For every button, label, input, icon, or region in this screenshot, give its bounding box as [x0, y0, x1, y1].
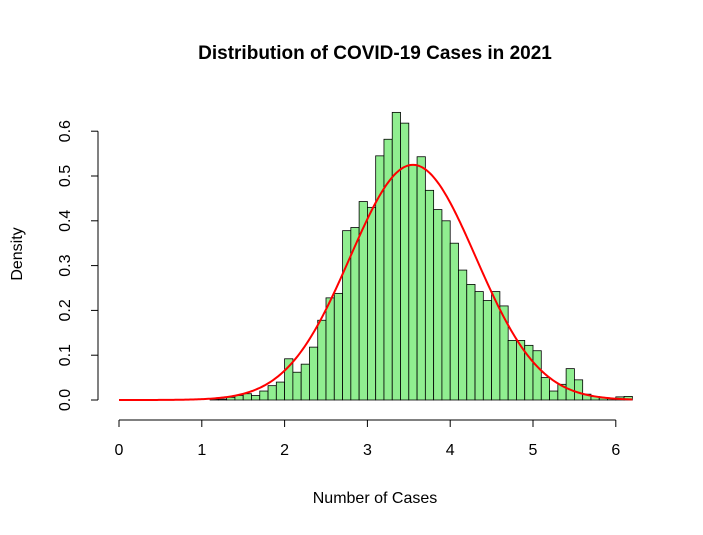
histogram-bar	[284, 358, 294, 401]
histogram-bar	[458, 269, 468, 401]
histogram-bar	[317, 319, 327, 401]
histogram-bar	[474, 291, 484, 401]
histogram-bar	[267, 385, 277, 401]
histogram-bar	[540, 377, 550, 401]
histogram-bar	[449, 242, 459, 401]
histogram-bar	[466, 284, 476, 401]
x-tick-label: 2	[280, 442, 289, 459]
histogram-bar	[408, 164, 418, 401]
density-curve-group	[119, 163, 633, 401]
histogram-bar	[366, 206, 377, 401]
histogram-bar	[292, 371, 302, 401]
density-curve	[119, 163, 633, 401]
y-tick-label: 0.6	[57, 120, 74, 142]
y-tick-label: 0.4	[57, 210, 74, 232]
x-tick-label: 1	[197, 442, 206, 459]
y-tick-label: 0.5	[57, 165, 74, 187]
histogram-bar	[549, 390, 559, 401]
x-tick-label: 3	[363, 442, 372, 459]
x-tick-label: 6	[611, 442, 620, 459]
y-tick-label: 0.3	[57, 254, 74, 276]
chart-title: Distribution of COVID-19 Cases in 2021	[198, 43, 552, 64]
histogram-bar	[259, 390, 269, 401]
histogram-bar	[499, 305, 509, 401]
y-tick-label: 0.0	[57, 389, 74, 411]
histogram-bar	[482, 300, 493, 401]
histogram-bar	[242, 393, 252, 401]
histogram-bar	[507, 340, 517, 401]
histogram-bars	[209, 111, 633, 401]
histogram-bar	[275, 381, 286, 401]
histogram-bar	[391, 111, 401, 401]
y-axis-label: Density	[9, 227, 26, 280]
histogram-bar	[416, 156, 426, 401]
y-axis: 0.0 0.1 0.2 0.3 0.4 0.5 0.6	[57, 120, 99, 411]
histogram-bar	[565, 368, 575, 401]
x-tick-label: 5	[529, 442, 538, 459]
histogram-bar	[532, 350, 542, 401]
y-tick-label: 0.2	[57, 299, 74, 321]
x-axis: 0 1 2 3 4 5 6	[115, 419, 620, 459]
histogram-bar	[358, 201, 368, 401]
histogram-bar	[251, 395, 261, 401]
histogram-bar	[309, 346, 319, 401]
histogram-bar	[433, 209, 443, 401]
histogram-bar	[441, 220, 451, 401]
histogram-bar	[217, 398, 228, 401]
histogram-bar	[325, 297, 335, 401]
y-tick-label: 0.1	[57, 344, 74, 366]
histogram-bar	[375, 155, 385, 401]
x-axis-label: Number of Cases	[313, 490, 438, 507]
x-tick-label: 0	[115, 442, 124, 459]
histogram-bar	[300, 363, 310, 401]
histogram-bar	[574, 379, 584, 401]
histogram-bar	[333, 292, 343, 401]
x-tick-label: 4	[446, 442, 455, 459]
histogram-bar	[424, 189, 435, 401]
